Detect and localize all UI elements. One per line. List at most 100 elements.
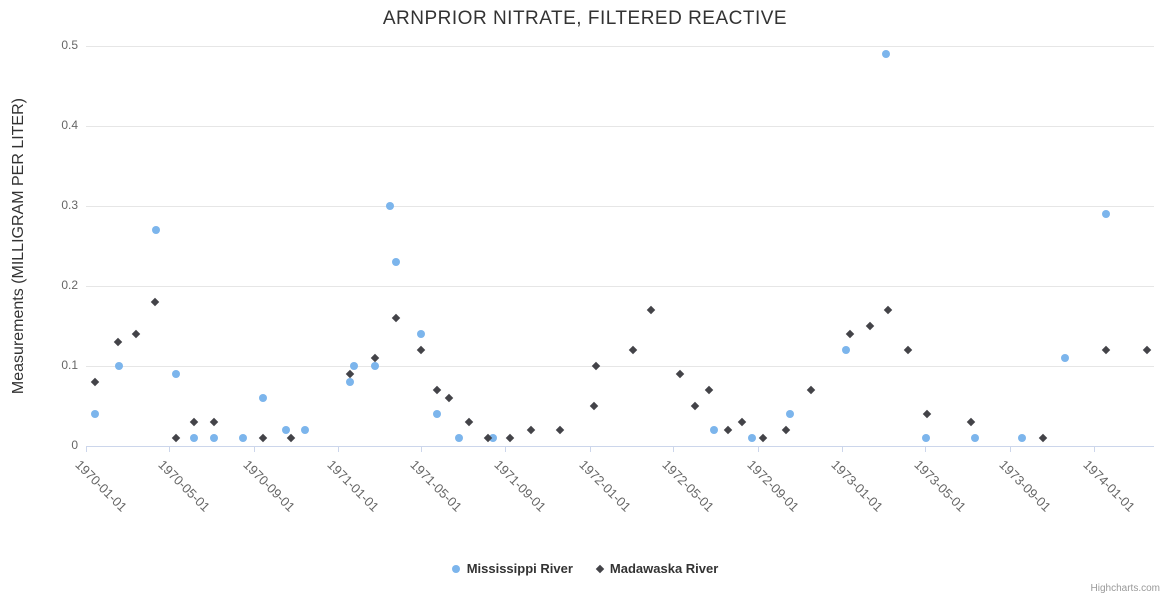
data-point-mississippi-river[interactable] bbox=[239, 434, 248, 442]
x-axis-line bbox=[86, 446, 1154, 447]
data-point-madawaska-river[interactable] bbox=[114, 337, 123, 347]
diamond-marker-icon bbox=[595, 564, 605, 573]
gridline bbox=[86, 286, 1154, 287]
data-point-madawaska-river[interactable] bbox=[903, 345, 912, 355]
data-point-madawaska-river[interactable] bbox=[782, 425, 791, 435]
data-point-madawaska-river[interactable] bbox=[464, 417, 474, 427]
highcharts-credits-link[interactable]: Highcharts.com bbox=[1090, 583, 1160, 594]
data-point-mississippi-river[interactable] bbox=[433, 410, 442, 418]
y-tick-label: 0.4 bbox=[61, 118, 78, 132]
x-tick-label: 1972-05-01 bbox=[659, 457, 718, 515]
data-point-mississippi-river[interactable] bbox=[300, 426, 309, 434]
data-point-mississippi-river[interactable] bbox=[151, 226, 160, 234]
data-point-madawaska-river[interactable] bbox=[922, 409, 932, 419]
data-point-mississippi-river[interactable] bbox=[190, 434, 199, 442]
data-point-madawaska-river[interactable] bbox=[704, 385, 714, 395]
data-point-mississippi-river[interactable] bbox=[171, 370, 180, 378]
data-point-madawaska-river[interactable] bbox=[758, 433, 768, 443]
data-point-madawaska-river[interactable] bbox=[171, 433, 180, 443]
data-point-madawaska-river[interactable] bbox=[845, 329, 854, 339]
data-point-madawaska-river[interactable] bbox=[526, 425, 536, 435]
legend-item-madawaska-river[interactable]: Madawaska River bbox=[595, 561, 718, 576]
data-point-madawaska-river[interactable] bbox=[675, 369, 685, 379]
data-point-mississippi-river[interactable] bbox=[115, 362, 124, 370]
data-point-mississippi-river[interactable] bbox=[841, 346, 850, 354]
data-point-madawaska-river[interactable] bbox=[806, 385, 816, 395]
data-point-madawaska-river[interactable] bbox=[259, 433, 268, 443]
gridline bbox=[86, 366, 1154, 367]
x-axis-tick bbox=[1094, 446, 1095, 452]
data-point-mississippi-river[interactable] bbox=[1018, 434, 1027, 442]
data-point-madawaska-river[interactable] bbox=[1101, 345, 1110, 355]
y-tick-label: 0.1 bbox=[61, 358, 78, 372]
data-point-mississippi-river[interactable] bbox=[882, 50, 891, 58]
x-tick-label: 1971-05-01 bbox=[407, 457, 465, 515]
data-point-madawaska-river[interactable] bbox=[1038, 433, 1048, 443]
x-axis-tick bbox=[420, 446, 422, 452]
data-point-mississippi-river[interactable] bbox=[349, 362, 358, 370]
data-point-mississippi-river[interactable] bbox=[392, 258, 401, 266]
data-point-madawaska-river[interactable] bbox=[345, 369, 355, 379]
legend-item-mississippi-river[interactable]: Mississippi River bbox=[451, 561, 573, 576]
data-point-madawaska-river[interactable] bbox=[865, 321, 875, 331]
x-tick-label: 1973-09-01 bbox=[996, 457, 1054, 515]
data-point-madawaska-river[interactable] bbox=[646, 305, 656, 315]
data-point-madawaska-river[interactable] bbox=[1142, 345, 1152, 355]
data-point-mississippi-river[interactable] bbox=[1061, 354, 1070, 362]
data-point-mississippi-river[interactable] bbox=[748, 434, 757, 442]
data-point-madawaska-river[interactable] bbox=[883, 305, 892, 315]
data-point-mississippi-river[interactable] bbox=[259, 394, 268, 402]
data-point-mississippi-river[interactable] bbox=[209, 434, 218, 442]
data-point-madawaska-river[interactable] bbox=[370, 353, 380, 363]
data-point-madawaska-river[interactable] bbox=[190, 417, 199, 427]
x-tick-label: 1970-01-01 bbox=[72, 457, 131, 515]
chart-title: ARNPRIOR NITRATE, FILTERED REACTIVE bbox=[382, 8, 788, 29]
y-axis-title: Measurements (MILLIGRAM PER LITER) bbox=[10, 97, 27, 395]
data-point-mississippi-river[interactable] bbox=[454, 434, 463, 442]
data-point-mississippi-river[interactable] bbox=[786, 410, 795, 418]
data-point-mississippi-river[interactable] bbox=[416, 330, 425, 338]
data-point-mississippi-river[interactable] bbox=[282, 426, 291, 434]
x-axis-tick bbox=[168, 446, 170, 452]
legend: Mississippi River Madawaska River bbox=[0, 561, 1170, 576]
data-point-mississippi-river[interactable] bbox=[489, 434, 498, 442]
data-point-madawaska-river[interactable] bbox=[628, 345, 638, 355]
data-point-madawaska-river[interactable] bbox=[444, 393, 454, 403]
data-point-madawaska-river[interactable] bbox=[737, 417, 747, 427]
data-point-madawaska-river[interactable] bbox=[416, 345, 425, 355]
data-point-madawaska-river[interactable] bbox=[966, 417, 976, 427]
x-tick-label: 1971-01-01 bbox=[324, 457, 382, 515]
data-point-madawaska-river[interactable] bbox=[690, 401, 699, 411]
x-tick-label: 1970-05-01 bbox=[155, 457, 213, 515]
data-point-mississippi-river[interactable] bbox=[346, 378, 355, 386]
data-point-madawaska-river[interactable] bbox=[555, 425, 565, 435]
x-tick-label: 1971-09-01 bbox=[491, 457, 550, 515]
x-axis-tick bbox=[505, 446, 507, 452]
data-point-madawaska-river[interactable] bbox=[432, 385, 442, 395]
data-point-madawaska-river[interactable] bbox=[209, 417, 218, 427]
data-point-madawaska-river[interactable] bbox=[589, 401, 599, 411]
x-tick-label: 1973-01-01 bbox=[828, 457, 887, 515]
data-point-madawaska-river[interactable] bbox=[591, 361, 601, 371]
data-point-madawaska-river[interactable] bbox=[286, 433, 296, 443]
data-point-madawaska-river[interactable] bbox=[90, 377, 100, 387]
data-point-mississippi-river[interactable] bbox=[709, 426, 718, 434]
data-point-mississippi-river[interactable] bbox=[386, 202, 395, 210]
data-point-madawaska-river[interactable] bbox=[391, 313, 401, 323]
x-tick-label: 1974-01-01 bbox=[1080, 457, 1139, 515]
data-point-mississippi-river[interactable] bbox=[371, 362, 380, 370]
gridline bbox=[86, 206, 1154, 207]
data-point-mississippi-river[interactable] bbox=[90, 410, 99, 418]
x-axis-tick bbox=[924, 446, 926, 452]
data-point-madawaska-river[interactable] bbox=[723, 425, 732, 435]
circle-marker-icon bbox=[451, 564, 460, 573]
x-axis-tick bbox=[337, 446, 339, 452]
data-point-mississippi-river[interactable] bbox=[970, 434, 979, 442]
x-axis-tick bbox=[589, 446, 591, 452]
x-axis-tick bbox=[758, 446, 759, 452]
data-point-mississippi-river[interactable] bbox=[1101, 210, 1110, 218]
data-point-madawaska-river[interactable] bbox=[150, 297, 160, 307]
data-point-madawaska-river[interactable] bbox=[505, 433, 514, 443]
data-point-mississippi-river[interactable] bbox=[922, 434, 931, 442]
data-point-madawaska-river[interactable] bbox=[132, 329, 141, 339]
